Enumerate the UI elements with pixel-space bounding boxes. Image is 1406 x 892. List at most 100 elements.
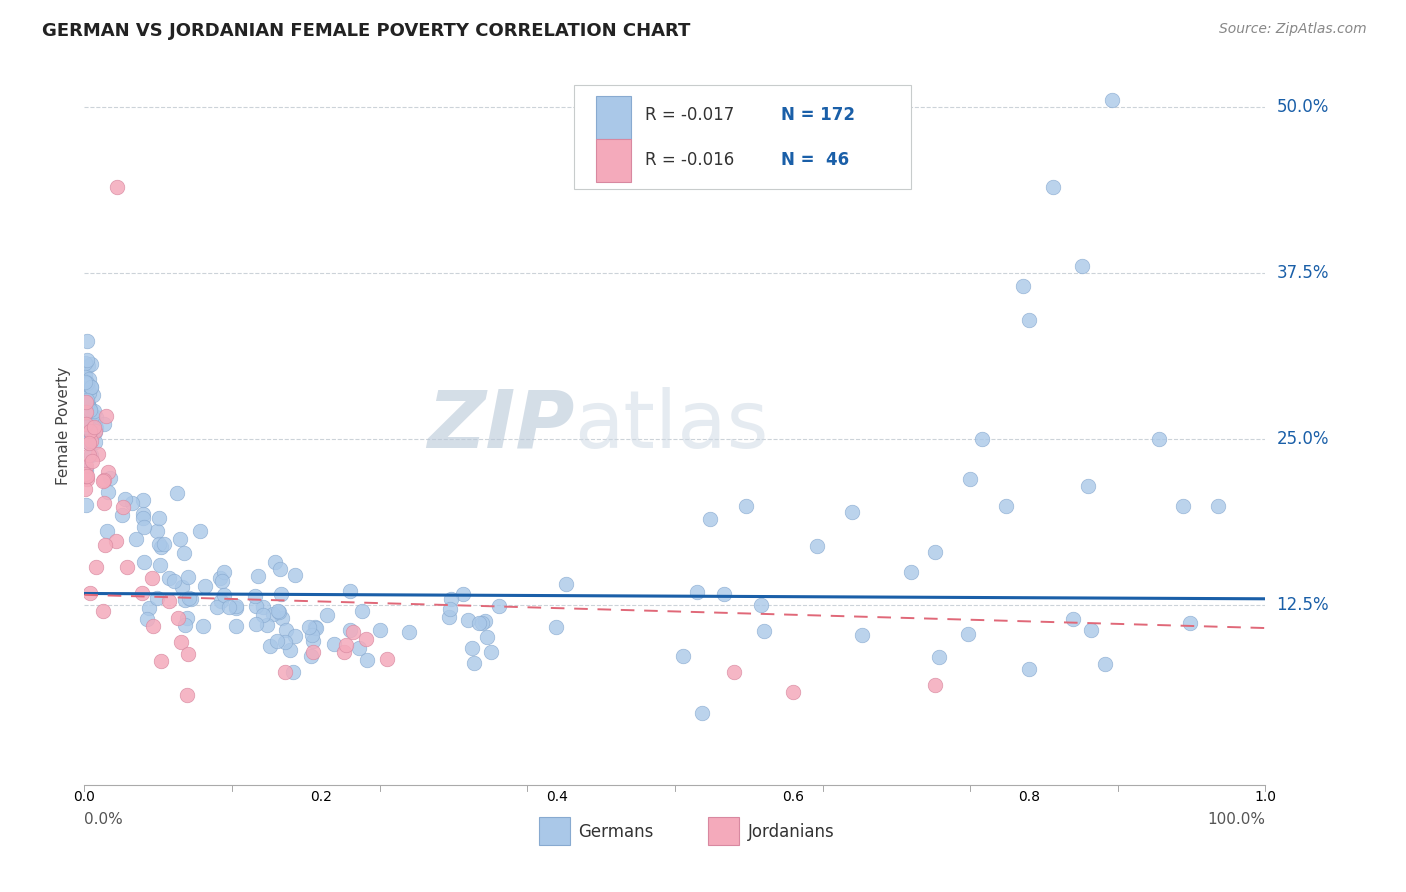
Point [305,620,328,634]
Point [211,574,233,589]
FancyBboxPatch shape [596,95,631,139]
Point [80,357,103,371]
Point [148,537,170,551]
Point [73,369,96,384]
Point [806,539,828,553]
Point [76,396,98,410]
Point [73,356,96,370]
Point [1147,432,1170,446]
Point [76,468,98,483]
Point [76,359,98,373]
Point [302,634,325,648]
Text: N =  46: N = 46 [782,152,849,169]
Point [79,424,101,438]
Point [73,412,96,426]
Point [77,407,100,421]
Point [76,397,98,411]
Text: Jordanians: Jordanians [748,822,835,840]
Point [73,390,96,404]
Point [177,647,200,661]
Point [75,420,97,434]
Point [218,600,240,615]
Point [713,587,735,601]
Point [91,603,114,617]
Point [176,688,198,702]
Point [900,565,922,579]
Point [207,600,229,615]
Point [352,604,374,618]
Point [114,492,136,507]
Text: Germans: Germans [578,822,654,840]
Point [924,545,946,559]
Point [270,587,292,601]
Point [73,382,96,396]
Point [94,537,117,551]
Point [82,417,104,432]
Point [212,565,235,579]
Point [209,593,232,607]
Point [73,419,96,434]
Point [259,639,281,653]
Text: 37.5%: 37.5% [1277,264,1329,282]
Point [1077,479,1099,493]
Point [245,599,267,614]
Point [479,645,502,659]
Point [322,637,344,651]
Point [84,560,107,574]
Point [256,618,278,632]
Point [79,427,101,442]
Point [84,409,107,424]
Text: ZIP: ZIP [427,387,575,465]
Point [188,524,211,539]
Point [77,433,100,447]
Point [134,555,156,569]
Point [76,462,98,476]
Point [84,424,107,438]
Point [141,571,163,585]
Point [169,533,191,547]
Point [135,612,157,626]
Point [335,638,357,652]
Point [76,392,98,407]
Point [73,407,96,421]
Point [77,448,100,462]
Point [80,380,103,394]
Point [699,512,721,526]
Point [75,401,97,415]
Point [93,417,115,431]
Point [173,546,195,560]
Text: N = 172: N = 172 [782,106,855,124]
Point [115,560,138,574]
Text: 50.0%: 50.0% [1277,98,1329,116]
Point [82,420,104,434]
Point [252,608,274,623]
Point [460,641,482,656]
Point [339,623,361,637]
Point [77,436,100,450]
Point [75,417,97,431]
Point [262,607,284,621]
Point [246,568,269,582]
Text: 0.0%: 0.0% [84,813,124,827]
Point [851,628,873,642]
Point [554,576,576,591]
Point [243,589,266,603]
Point [77,386,100,401]
Text: atlas: atlas [575,387,769,465]
Point [157,594,180,608]
Point [75,374,97,388]
Point [333,645,356,659]
Point [170,634,193,648]
Point [225,600,247,615]
Text: R = -0.016: R = -0.016 [645,152,734,169]
Point [86,447,108,461]
Point [132,511,155,525]
Point [96,524,118,538]
Point [157,571,180,585]
Point [76,424,98,438]
Point [782,685,804,699]
Point [75,461,97,475]
Point [75,384,97,398]
Point [82,410,104,425]
Point [439,602,461,616]
